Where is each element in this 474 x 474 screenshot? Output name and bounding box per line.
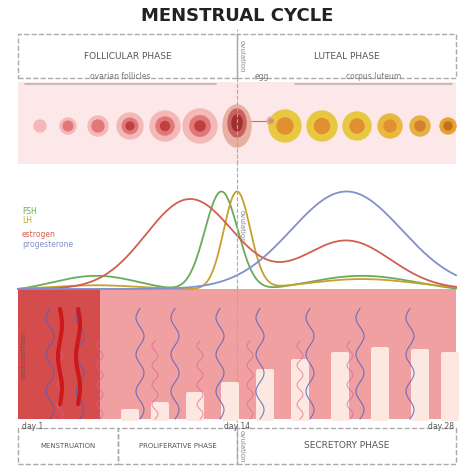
Circle shape xyxy=(60,118,76,134)
Circle shape xyxy=(92,120,104,132)
Circle shape xyxy=(190,116,210,136)
Circle shape xyxy=(195,121,205,131)
FancyBboxPatch shape xyxy=(18,289,456,419)
Text: FOLLICULAR PHASE: FOLLICULAR PHASE xyxy=(84,52,171,61)
FancyBboxPatch shape xyxy=(18,289,100,419)
Ellipse shape xyxy=(228,109,246,137)
FancyBboxPatch shape xyxy=(121,409,139,421)
Circle shape xyxy=(267,117,275,125)
Text: PROLIFERATIVE PHASE: PROLIFERATIVE PHASE xyxy=(138,443,216,449)
FancyBboxPatch shape xyxy=(441,352,459,421)
Circle shape xyxy=(88,116,108,136)
Circle shape xyxy=(277,118,293,134)
FancyBboxPatch shape xyxy=(221,382,239,421)
FancyBboxPatch shape xyxy=(291,359,309,421)
Circle shape xyxy=(183,109,217,143)
Circle shape xyxy=(161,121,170,130)
Text: day 1: day 1 xyxy=(22,422,43,431)
Text: ovulation: ovulation xyxy=(239,430,245,462)
Circle shape xyxy=(307,111,337,141)
Circle shape xyxy=(269,119,273,123)
FancyBboxPatch shape xyxy=(151,402,169,421)
Text: egg: egg xyxy=(255,72,269,81)
Text: corpus luteum: corpus luteum xyxy=(346,72,401,81)
Text: FSH: FSH xyxy=(22,207,37,216)
Text: ovulation: ovulation xyxy=(239,40,245,73)
Circle shape xyxy=(415,121,425,131)
FancyBboxPatch shape xyxy=(256,369,274,421)
Circle shape xyxy=(156,117,174,135)
Circle shape xyxy=(315,118,329,134)
FancyBboxPatch shape xyxy=(411,349,429,421)
Circle shape xyxy=(63,121,73,131)
Circle shape xyxy=(410,116,430,136)
Circle shape xyxy=(378,114,402,138)
Text: day 14: day 14 xyxy=(224,422,250,431)
FancyBboxPatch shape xyxy=(371,347,389,421)
Text: progesterone: progesterone xyxy=(22,239,73,248)
Ellipse shape xyxy=(223,105,251,147)
Circle shape xyxy=(122,118,138,134)
Text: estrogen: estrogen xyxy=(22,229,56,238)
Circle shape xyxy=(350,119,364,133)
Text: LUTEAL PHASE: LUTEAL PHASE xyxy=(314,52,379,61)
Circle shape xyxy=(150,111,180,141)
FancyBboxPatch shape xyxy=(331,352,349,421)
Text: MENSTRUAL CYCLE: MENSTRUAL CYCLE xyxy=(141,7,333,25)
Ellipse shape xyxy=(232,115,242,131)
Circle shape xyxy=(440,118,456,134)
Circle shape xyxy=(34,120,46,132)
FancyBboxPatch shape xyxy=(18,82,456,164)
FancyBboxPatch shape xyxy=(186,392,204,421)
Text: endometrium: endometrium xyxy=(21,330,27,378)
Circle shape xyxy=(126,122,134,130)
Text: day 28: day 28 xyxy=(428,422,454,431)
Text: SECRETORY PHASE: SECRETORY PHASE xyxy=(304,441,389,450)
Circle shape xyxy=(444,122,452,130)
Circle shape xyxy=(343,112,371,140)
Circle shape xyxy=(117,113,143,139)
Text: LH: LH xyxy=(22,216,32,225)
Circle shape xyxy=(384,120,396,132)
Text: ovulation: ovulation xyxy=(239,210,245,242)
Text: ovarian follicles: ovarian follicles xyxy=(90,72,151,81)
Text: MENSTRUATION: MENSTRUATION xyxy=(40,443,96,449)
Circle shape xyxy=(269,110,301,142)
